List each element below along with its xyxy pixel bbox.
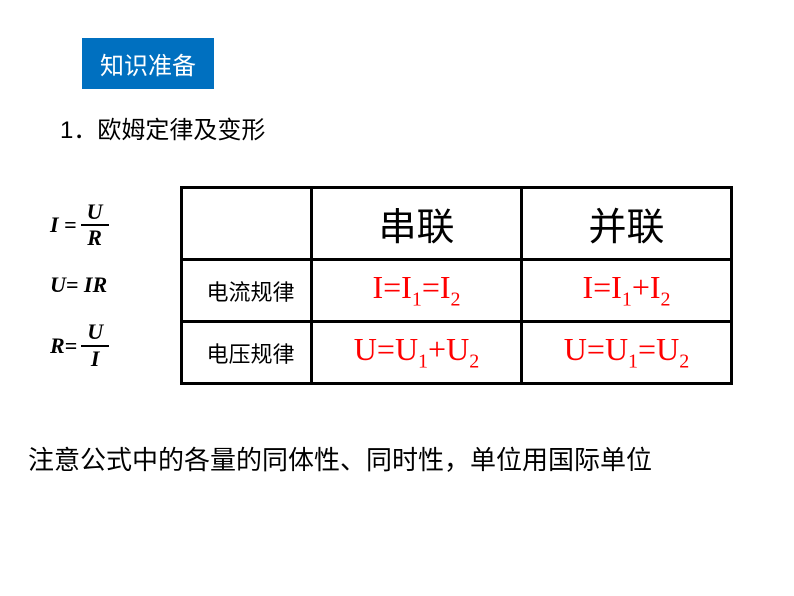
section-title: 1．欧姆定律及变形 xyxy=(60,110,265,145)
section-title-text: 欧姆定律及变形 xyxy=(97,117,265,144)
formula-3-fraction: U I xyxy=(81,320,109,370)
voltage-series-formula: U=U1+U2 xyxy=(354,331,479,367)
section-number: 1． xyxy=(60,117,97,144)
voltage-label: 电压规律 xyxy=(182,322,312,384)
series-header: 串联 xyxy=(312,188,522,260)
voltage-parallel-formula: U=U1=U2 xyxy=(564,331,689,367)
formula-2-text: U= IR xyxy=(50,272,107,298)
formula-3-numerator: U xyxy=(81,320,109,346)
voltage-row: 电压规律 U=U1+U2 U=U1=U2 xyxy=(182,322,732,384)
formula-1-numerator: U xyxy=(81,200,109,226)
table-header-row: 串联 并联 xyxy=(182,188,732,260)
voltage-parallel-cell: U=U1=U2 xyxy=(522,322,732,384)
current-parallel-cell: I=I1+I2 xyxy=(522,260,732,322)
voltage-series-cell: U=U1+U2 xyxy=(312,322,522,384)
formula-1-fraction: U R xyxy=(81,200,109,250)
formula-list: I = U R U= IR R= U I xyxy=(50,200,109,393)
parallel-header: 并联 xyxy=(522,188,732,260)
header-badge: 知识准备 xyxy=(82,38,214,89)
current-row: 电流规律 I=I1=I2 I=I1+I2 xyxy=(182,260,732,322)
footnote: 注意公式中的各量的同体性、同时性，单位用国际单位 xyxy=(28,440,652,477)
formula-1-denominator: R xyxy=(81,226,108,250)
formula-1: I = U R xyxy=(50,200,109,250)
current-parallel-formula: I=I1+I2 xyxy=(582,269,670,305)
current-series-formula: I=I1=I2 xyxy=(372,269,460,305)
table-corner-cell xyxy=(182,188,312,260)
formula-3-left: R= xyxy=(50,333,77,359)
formula-1-left: I = xyxy=(50,212,77,238)
formula-3: R= U I xyxy=(50,320,109,370)
formula-2: U= IR xyxy=(50,272,109,298)
formula-3-denominator: I xyxy=(85,347,106,371)
circuit-table: 串联 并联 电流规律 I=I1=I2 I=I1+I2 电压规律 U=U1+U2 … xyxy=(180,186,733,385)
current-series-cell: I=I1=I2 xyxy=(312,260,522,322)
current-label: 电流规律 xyxy=(182,260,312,322)
